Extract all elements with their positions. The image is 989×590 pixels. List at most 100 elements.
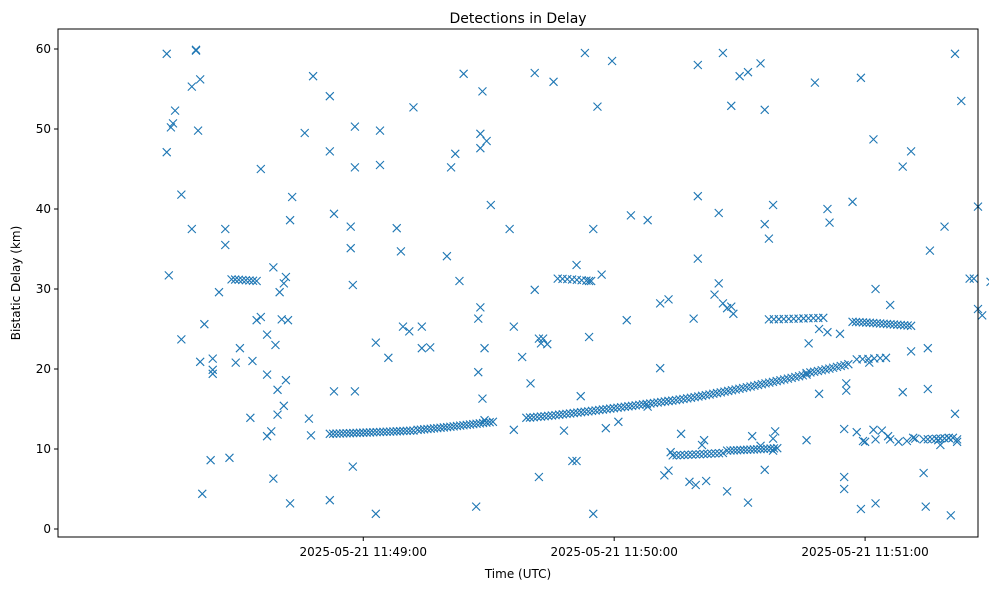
track-point bbox=[649, 398, 659, 408]
track-point bbox=[645, 399, 655, 408]
data-point bbox=[910, 434, 920, 443]
track-point bbox=[798, 371, 808, 380]
data-point bbox=[726, 302, 736, 311]
data-point bbox=[325, 91, 335, 101]
track-point bbox=[935, 434, 945, 443]
track-point bbox=[237, 275, 247, 285]
track-point bbox=[587, 406, 597, 416]
data-point bbox=[214, 287, 224, 297]
data-point bbox=[584, 332, 594, 342]
track-point bbox=[726, 446, 735, 455]
data-point bbox=[810, 78, 820, 87]
data-point bbox=[268, 474, 278, 483]
y-tick-label: 10 bbox=[36, 442, 51, 456]
data-point bbox=[300, 128, 310, 138]
data-point bbox=[588, 224, 598, 234]
track-point bbox=[642, 399, 652, 409]
data-point bbox=[350, 122, 360, 131]
track-point bbox=[679, 450, 689, 460]
data-point bbox=[475, 143, 485, 153]
data-points bbox=[162, 45, 989, 520]
track-point bbox=[732, 445, 742, 455]
y-tick-label: 40 bbox=[36, 202, 51, 216]
track-point bbox=[569, 408, 579, 418]
track-point bbox=[252, 276, 262, 286]
data-point bbox=[743, 498, 753, 507]
track-point bbox=[345, 428, 355, 438]
track-point bbox=[682, 393, 692, 403]
track-point bbox=[591, 406, 601, 415]
data-point bbox=[266, 427, 276, 436]
track-point bbox=[691, 450, 701, 459]
y-tick-label: 0 bbox=[43, 522, 51, 536]
data-point bbox=[168, 119, 178, 128]
data-point bbox=[517, 352, 527, 362]
track-point bbox=[536, 412, 546, 421]
track-point bbox=[749, 381, 759, 391]
plot-area bbox=[58, 29, 978, 537]
data-point bbox=[285, 499, 295, 508]
data-point bbox=[208, 365, 218, 375]
data-point bbox=[271, 340, 280, 350]
y-axis-ticks: 0 10 20 30 40 50 60 bbox=[36, 42, 58, 536]
data-point bbox=[375, 160, 385, 170]
data-point bbox=[268, 263, 278, 272]
track-point bbox=[766, 444, 775, 453]
track-point bbox=[896, 320, 906, 330]
data-point bbox=[835, 329, 845, 339]
data-point bbox=[396, 247, 406, 256]
track-point bbox=[705, 390, 714, 399]
track-point bbox=[723, 386, 733, 396]
data-point bbox=[176, 190, 186, 199]
track-point bbox=[710, 449, 720, 458]
track-point bbox=[703, 449, 712, 459]
track-point bbox=[547, 411, 557, 420]
data-point bbox=[601, 423, 611, 433]
track-point bbox=[729, 445, 739, 455]
data-point bbox=[348, 462, 358, 471]
track-point bbox=[701, 390, 711, 400]
track-point bbox=[675, 395, 685, 404]
data-point bbox=[871, 435, 880, 444]
data-point bbox=[950, 49, 960, 59]
track-point bbox=[241, 275, 251, 285]
track-point bbox=[940, 433, 949, 443]
track-point bbox=[583, 406, 593, 416]
track-point bbox=[668, 451, 678, 460]
track-point bbox=[558, 409, 568, 419]
track-point bbox=[843, 359, 853, 369]
track-point bbox=[598, 405, 608, 414]
track-point bbox=[695, 449, 705, 459]
track-point bbox=[338, 429, 348, 438]
data-point bbox=[814, 324, 824, 334]
data-point bbox=[208, 369, 218, 379]
data-point bbox=[404, 327, 414, 336]
data-point bbox=[894, 437, 903, 447]
data-point bbox=[923, 343, 933, 353]
track-point bbox=[735, 384, 744, 394]
data-point bbox=[626, 211, 636, 220]
track-point bbox=[352, 428, 361, 438]
data-point bbox=[572, 260, 581, 270]
data-point bbox=[871, 284, 880, 294]
data-point bbox=[231, 358, 241, 367]
data-point bbox=[534, 334, 544, 343]
x-axis-ticks: 2025-05-21 11:49:00 2025-05-21 11:50:00 20… bbox=[300, 537, 929, 559]
data-point bbox=[486, 200, 496, 210]
y-tick-label: 30 bbox=[36, 282, 51, 296]
data-point bbox=[256, 312, 266, 322]
track-point bbox=[851, 317, 861, 327]
track-point bbox=[594, 405, 604, 415]
data-point bbox=[187, 82, 197, 91]
track-point bbox=[355, 428, 365, 438]
data-point bbox=[308, 71, 318, 81]
data-point bbox=[199, 319, 209, 329]
track-point bbox=[776, 375, 785, 385]
track-point bbox=[718, 448, 728, 458]
track-point bbox=[699, 449, 708, 459]
data-point bbox=[220, 224, 230, 234]
track-point bbox=[738, 383, 748, 393]
data-point bbox=[858, 436, 868, 446]
track-point bbox=[872, 318, 882, 328]
data-point bbox=[664, 295, 673, 304]
